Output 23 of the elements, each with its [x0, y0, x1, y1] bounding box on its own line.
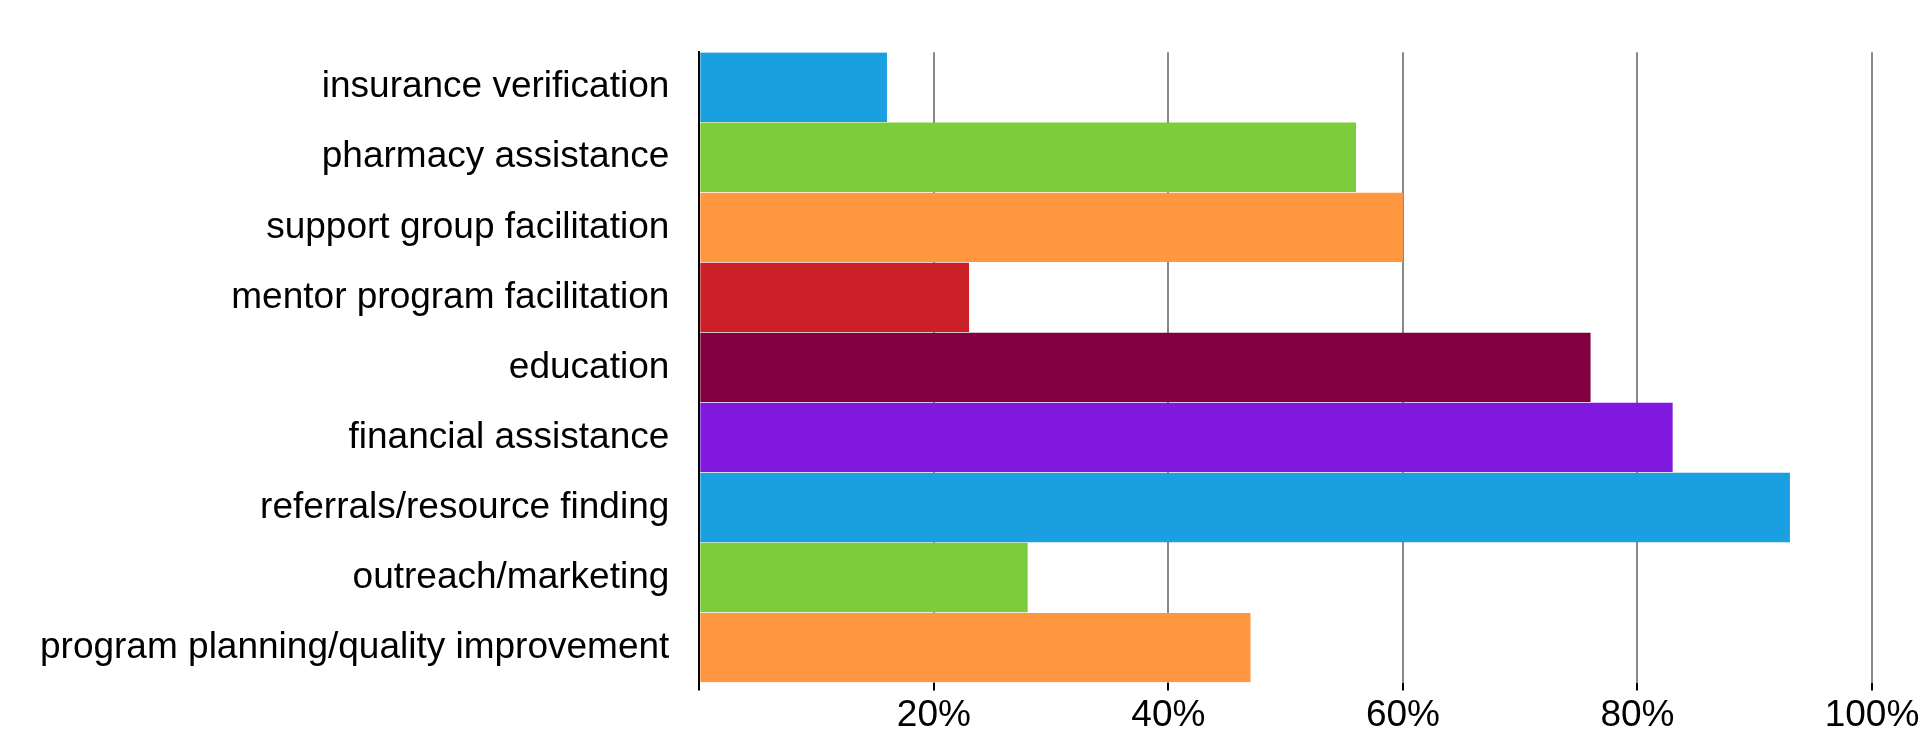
y-tick-label: program planning/quality improvement: [40, 624, 671, 666]
y-tick-label: financial assistance: [348, 414, 670, 456]
bar: [700, 402, 1673, 473]
bar: [700, 122, 1357, 192]
y-tick-label: outreach/marketing: [352, 554, 670, 596]
y-tick-label: education: [508, 344, 670, 386]
bar: [700, 262, 970, 333]
y-tick-label: referrals/resource finding: [260, 484, 670, 526]
x-tick-label: 60%: [1365, 693, 1440, 734]
bar: [700, 332, 1591, 403]
bar: [700, 542, 1028, 613]
y-tick-label: insurance verification: [321, 64, 670, 106]
x-tick-label: 20%: [896, 693, 971, 734]
y-tick-label: support group facilitation: [266, 204, 670, 246]
bar: [700, 52, 887, 122]
x-tick-label: 100%: [1824, 693, 1920, 734]
bar: [700, 192, 1403, 262]
x-tick-label: 80%: [1600, 693, 1675, 734]
bar: [700, 472, 1790, 543]
y-tick-label: mentor program facilitation: [231, 274, 670, 316]
y-tick-label: pharmacy assistance: [321, 134, 670, 176]
x-tick-label: 40%: [1131, 693, 1206, 734]
bar: [700, 612, 1251, 683]
